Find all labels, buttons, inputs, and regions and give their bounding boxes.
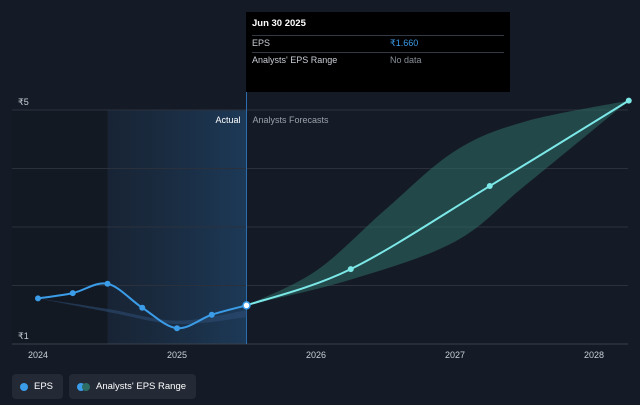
tooltip: Jun 30 2025 EPS ₹1.660 Analysts' EPS Ran… xyxy=(246,12,510,92)
x-tick-label: 2026 xyxy=(306,350,326,360)
x-tick-label: 2027 xyxy=(445,350,465,360)
eps-chart: ₹5 ₹1 Actual Analysts Forecasts 2024 2025… xyxy=(12,12,632,360)
actual-label: Actual xyxy=(215,115,240,125)
eps-legend-icon xyxy=(20,382,28,391)
tooltip-row-eps: EPS ₹1.660 xyxy=(252,35,504,52)
eps-point xyxy=(35,295,41,302)
eps-point xyxy=(139,304,146,311)
x-tick-label: 2024 xyxy=(28,350,48,360)
eps-point xyxy=(104,280,111,287)
eps-point xyxy=(174,325,180,332)
legend: EPS Analysts' EPS Range xyxy=(12,374,197,399)
tooltip-range-value: No data xyxy=(390,55,422,65)
eps-point xyxy=(69,290,76,297)
eps-forecast-point xyxy=(486,183,493,190)
historical-range-band xyxy=(38,298,247,325)
legend-item-eps[interactable]: EPS xyxy=(12,374,64,399)
eps-forecast-point xyxy=(347,266,354,273)
eps-point xyxy=(242,301,251,310)
x-tick-label: 2025 xyxy=(167,350,187,360)
y-tick-bottom: ₹1 xyxy=(18,331,29,341)
tooltip-row-range: Analysts' EPS Range No data xyxy=(252,52,504,68)
eps-forecast-line xyxy=(246,99,630,307)
legend-range-label: Analysts' EPS Range xyxy=(96,381,187,392)
x-tick-label: 2028 xyxy=(584,350,604,360)
tooltip-eps-value: ₹1.660 xyxy=(390,38,419,48)
legend-eps-label: EPS xyxy=(34,381,54,392)
tooltip-date: Jun 30 2025 xyxy=(252,18,306,29)
eps-forecast-point xyxy=(625,97,632,104)
forecast-label: Analysts Forecasts xyxy=(253,115,330,125)
eps-point xyxy=(208,311,215,318)
range-legend-icon xyxy=(77,382,91,391)
tooltip-range-label: Analysts' EPS Range xyxy=(252,55,338,65)
tooltip-eps-label: EPS xyxy=(252,38,271,48)
forecast-range-band xyxy=(246,100,629,306)
legend-item-range[interactable]: Analysts' EPS Range xyxy=(69,374,197,399)
y-tick-top: ₹5 xyxy=(18,97,29,107)
